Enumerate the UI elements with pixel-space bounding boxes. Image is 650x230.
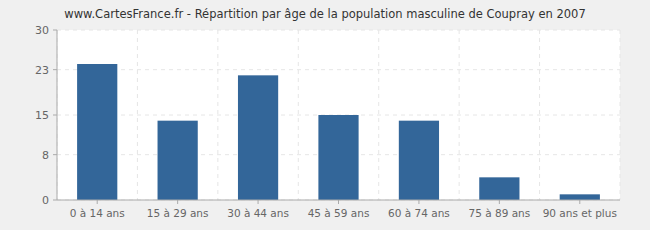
y-tick [53, 200, 57, 201]
grid-line-vertical [539, 30, 540, 200]
x-tick-label: 15 à 29 ans [147, 207, 209, 219]
y-tick-label: 30 [35, 24, 49, 37]
grid-line-vertical [378, 30, 379, 200]
bar [399, 121, 439, 200]
grid-line-vertical [620, 30, 621, 200]
grid-line [57, 30, 620, 31]
y-tick-label: 8 [42, 149, 49, 162]
x-tick [338, 200, 339, 204]
chart: www.CartesFrance.fr - Répartition par âg… [0, 0, 650, 230]
x-tick-label: 45 à 59 ans [308, 207, 370, 219]
x-tick-label: 75 à 89 ans [468, 207, 530, 219]
x-tick [418, 200, 419, 204]
grid-line-vertical [459, 30, 460, 200]
y-tick [53, 154, 57, 155]
x-tick-label: 60 à 74 ans [388, 207, 450, 219]
grid-line [57, 69, 620, 70]
bars [77, 64, 600, 200]
x-tick [97, 200, 98, 204]
y-tick [53, 69, 57, 70]
chart-container: www.CartesFrance.fr - Répartition par âg… [0, 0, 650, 230]
y-tick-label: 23 [35, 64, 49, 77]
title: www.CartesFrance.fr - Répartition par âg… [64, 7, 585, 21]
x-tick [499, 200, 500, 204]
y-tick-label: 15 [35, 109, 49, 122]
bar [158, 121, 198, 200]
bar [479, 177, 519, 200]
x-tick-label: 30 à 44 ans [227, 207, 289, 219]
bar [318, 115, 358, 200]
x-tick-label: 90 ans et plus [543, 207, 617, 219]
x-tick [258, 200, 259, 204]
bar [560, 194, 600, 200]
grid-line-vertical [298, 30, 299, 200]
background [0, 0, 650, 230]
x-tick-label: 0 à 14 ans [70, 207, 125, 219]
bar [238, 75, 278, 200]
y-tick [53, 30, 57, 31]
grid-line-vertical [217, 30, 218, 200]
bar [77, 64, 117, 200]
plot-area [57, 30, 620, 200]
x-tick [579, 200, 580, 204]
y-tick-label: 0 [42, 194, 49, 207]
grid-line-vertical [137, 30, 138, 200]
y-tick [53, 115, 57, 116]
x-tick [177, 200, 178, 204]
